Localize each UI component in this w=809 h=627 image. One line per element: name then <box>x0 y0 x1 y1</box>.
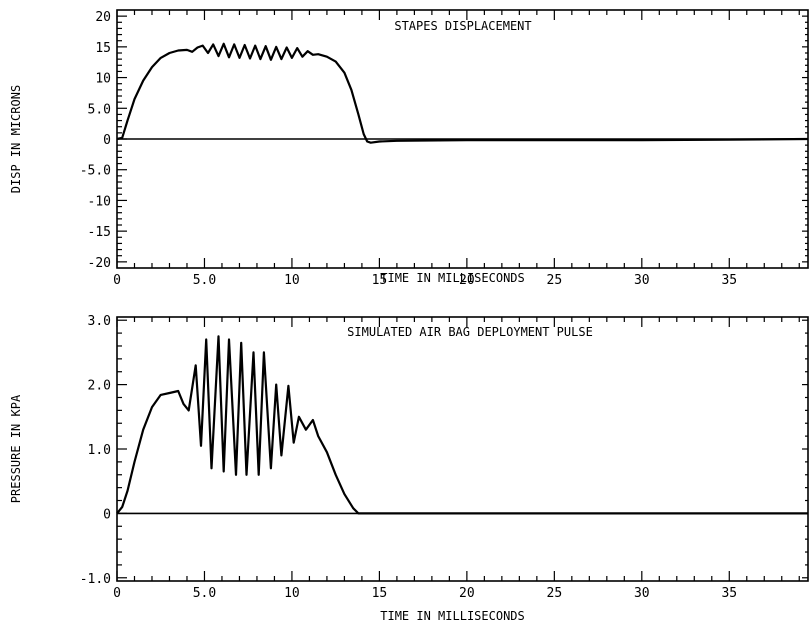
chart-1-x-tick-label: 15 <box>372 273 388 288</box>
chart-2-plot-frame <box>116 316 809 582</box>
chart-2-x-tick-label: 30 <box>634 586 650 601</box>
chart-1-x-tick-label: 20 <box>459 273 475 288</box>
chart-2-x-tick-label: 20 <box>459 586 475 601</box>
chart-1-y-tick-label: 15 <box>95 41 111 56</box>
chart-2-y-tick-label: 0 <box>103 507 111 522</box>
chart-2-x-tick-label: 10 <box>284 586 300 601</box>
chart-2-y-axis-label: PRESSURE IN KPA <box>9 394 23 503</box>
chart-2-x-tick-label: 15 <box>372 586 388 601</box>
chart-2-series-line <box>116 335 808 515</box>
chart-1-y-tick-label: 10 <box>95 72 111 87</box>
chart-1-x-tick-label: 5.0 <box>193 273 216 288</box>
chart-2-title: SIMULATED AIR BAG DEPLOYMENT PULSE <box>347 325 593 339</box>
chart-1-y-tick-label: -10 <box>88 194 111 209</box>
chart-1-y-tick-label: -20 <box>88 256 111 271</box>
chart-1-y-tick-label: 5.0 <box>88 102 111 117</box>
chart-1-x-axis-label: TIME IN MILLISECONDS <box>380 271 525 285</box>
chart-2-x-axis-label: TIME IN MILLISECONDS <box>380 609 525 623</box>
chart-2-x-tick-label: 25 <box>547 586 563 601</box>
chart-1-y-tick-label: -5.0 <box>80 164 111 179</box>
chart-1-x-tick-label: 10 <box>284 273 300 288</box>
chart-1-x-tick-label: 35 <box>721 273 737 288</box>
chart-2-y-tick-label: 3.0 <box>88 314 111 329</box>
chart-2-y-tick-label: -1.0 <box>80 572 111 587</box>
chart-2-y-tick-label: 1.0 <box>88 443 111 458</box>
chart-2-x-tick-label: 0 <box>113 586 121 601</box>
chart-1-x-tick-label: 25 <box>547 273 563 288</box>
chart-1-y-tick-label: 0 <box>103 133 111 148</box>
chart-1-series-line <box>116 42 809 144</box>
chart-2-x-tick-label: 35 <box>721 586 737 601</box>
chart-1-y-tick-label: -15 <box>88 225 111 240</box>
chart-1-x-tick-label: 0 <box>113 273 121 288</box>
chart-1-x-tick-label: 30 <box>634 273 650 288</box>
chart-2-x-tick-label: 5.0 <box>193 586 216 601</box>
chart-1-y-tick-label: 20 <box>95 10 111 25</box>
chart-1-y-axis-label: DISP IN MICRONS <box>9 85 23 193</box>
chart-2-y-tick-label: 2.0 <box>88 379 111 394</box>
chart-1-title: STAPES DISPLACEMENT <box>394 19 531 33</box>
